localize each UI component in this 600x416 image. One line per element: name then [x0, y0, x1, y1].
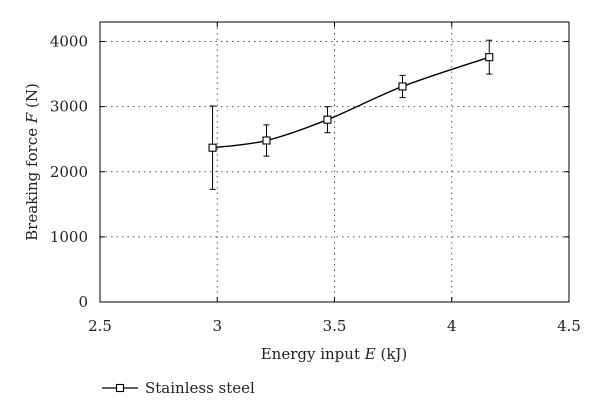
y-axis-label: Breaking force F (N): [23, 83, 41, 241]
y-tick-label: 1000: [50, 228, 88, 246]
axis-ticks: [99, 22, 570, 303]
y-tick-label: 0: [78, 293, 88, 311]
x-tick-label: 4.5: [557, 317, 581, 335]
series-stainless-steel: [208, 39, 494, 190]
x-axis-label: Energy input E (kJ): [261, 345, 408, 363]
y-tick-label: 4000: [50, 33, 88, 51]
x-tick-label: 2.5: [88, 317, 112, 335]
x-axis-tick-labels: 2.5 3 3.5 4 4.5: [88, 317, 581, 335]
y-tick-label: 3000: [50, 98, 88, 116]
legend-marker-icon: [115, 383, 125, 393]
y-tick-label: 2000: [50, 163, 88, 181]
y-axis-tick-labels: 0 1000 2000 3000 4000: [50, 33, 88, 311]
x-tick-label: 3.5: [323, 317, 347, 335]
series-line: [212, 56, 490, 149]
data-point: [485, 53, 494, 62]
x-tick-label: 3: [212, 317, 222, 335]
legend-label-stainless-steel: Stainless steel: [145, 379, 255, 397]
data-point: [208, 143, 217, 152]
legend: Stainless steel: [102, 379, 255, 397]
x-tick-label: 4: [447, 317, 457, 335]
grid: [100, 22, 569, 302]
data-point: [398, 82, 407, 91]
data-point: [262, 136, 271, 145]
data-point: [323, 115, 332, 124]
